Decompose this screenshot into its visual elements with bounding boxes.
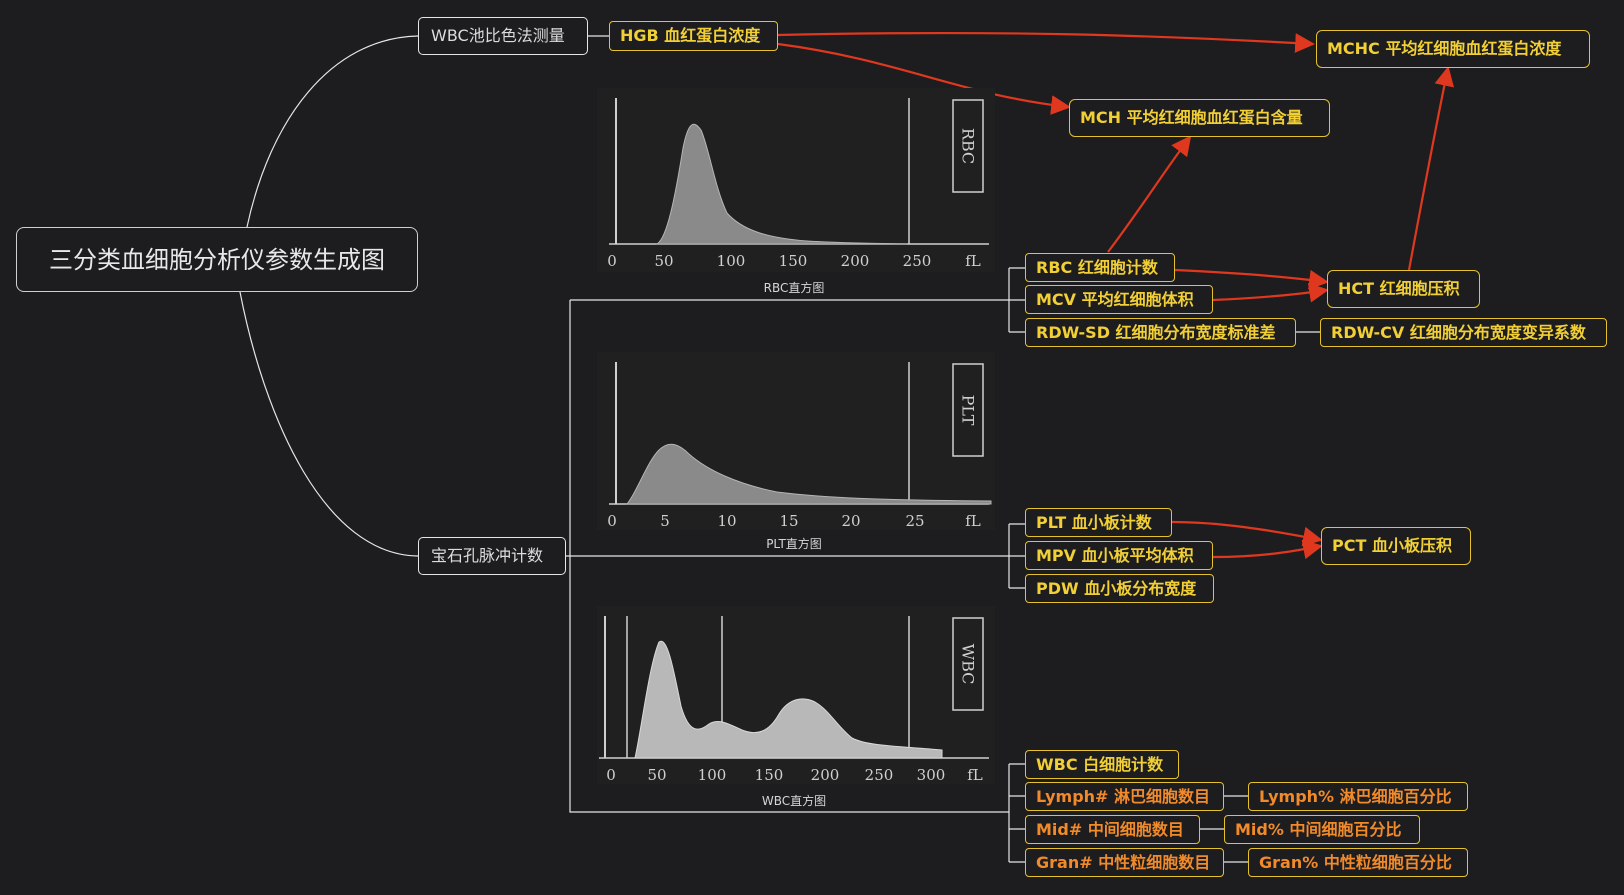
arrow-rbc-to-mch [1107,135,1192,253]
rbc-group-bracket [1008,267,1025,333]
rbc-tick-50: 50 [654,252,673,270]
param-mch[interactable]: MCH 平均红细胞血红蛋白含量 [1069,99,1330,137]
root-to-colorimetry-connector [246,35,419,228]
wbc-histogram: WBC 0 50 100 150 200 250 300 fL [597,606,995,784]
plt-histogram-curve [625,443,992,505]
arrow-hgb-to-mch [777,42,1071,115]
rbc-histogram-caption: RBC直方图 [763,281,825,295]
arrow-mcv-to-hct [1212,282,1329,303]
param-hgb[interactable]: HGB 血红蛋白浓度 [609,21,778,51]
plt-histogram-caption: PLT直方图 [766,537,822,551]
plt-tick-15: 15 [779,512,798,530]
method-impedance[interactable]: 宝石孔脉冲计数 [418,537,566,575]
rbc-tick-200: 200 [841,252,870,270]
arrow-rbc-to-hct [1174,268,1329,290]
root-title[interactable]: 三分类血细胞分析仪参数生成图 [16,227,418,292]
param-pct[interactable]: PCT 血小板压积 [1321,527,1471,565]
param-gran-count[interactable]: Gran# 中性粒细胞数目 [1025,848,1224,877]
rbc-tick-150: 150 [779,252,808,270]
rbc-histogram: RBC 0 50 100 150 200 250 fL [597,88,995,272]
arrow-mpv-to-pct [1212,539,1323,560]
plt-unit: fL [965,512,981,530]
param-pdw[interactable]: PDW 血小板分布宽度 [1025,574,1214,603]
param-mcv[interactable]: MCV 平均红细胞体积 [1025,285,1213,314]
arrow-plt-to-pct [1171,520,1323,547]
rbc-unit: fL [965,252,981,270]
plt-histogram-label: PLT [959,395,978,426]
rbc-tick-0: 0 [607,252,617,270]
rbc-tick-250: 250 [903,252,932,270]
wbc-histogram-curve [634,640,943,759]
wbc-tick-50: 50 [647,766,666,784]
param-mpv[interactable]: MPV 血小板平均体积 [1025,541,1213,570]
plt-histogram: PLT 0 5 10 15 20 25 fL [597,352,995,530]
param-rdwcv[interactable]: RDW-CV 红细胞分布宽度变异系数 [1320,318,1607,347]
plt-tick-20: 20 [841,512,860,530]
rbc-tick-100: 100 [717,252,746,270]
wbc-unit: fL [967,766,983,784]
wbc-tick-300: 300 [917,766,946,784]
wbc-tick-150: 150 [755,766,784,784]
plt-group-bracket [1008,523,1025,589]
param-mid-percent[interactable]: Mid% 中间细胞百分比 [1224,815,1420,844]
wbc-histogram-caption: WBC直方图 [761,794,827,808]
arrow-hgb-to-mchc [777,31,1315,53]
param-plt[interactable]: PLT 血小板计数 [1025,508,1172,537]
impedance-bracket [566,299,1009,813]
param-mchc[interactable]: MCHC 平均红细胞血红蛋白浓度 [1316,30,1590,68]
wbc-group-bracket [1008,763,1025,863]
plt-tick-0: 0 [607,512,617,530]
param-rbc[interactable]: RBC 红细胞计数 [1025,253,1175,282]
param-lymph-count[interactable]: Lymph# 淋巴细胞数目 [1025,782,1224,811]
wbc-histogram-label: WBC [959,644,978,685]
param-gran-percent[interactable]: Gran% 中性粒细胞百分比 [1248,848,1468,877]
root-to-impedance-connector [239,291,419,557]
rbc-histogram-curve [655,123,908,245]
method-colorimetry[interactable]: WBC池比色法测量 [418,17,588,55]
arrow-hct-to-mchc [1407,66,1455,271]
plt-tick-5: 5 [660,512,670,530]
param-rdwsd[interactable]: RDW-SD 红细胞分布宽度标准差 [1025,318,1296,347]
plt-tick-25: 25 [905,512,924,530]
param-wbc[interactable]: WBC 白细胞计数 [1025,750,1179,779]
wbc-tick-0: 0 [606,766,616,784]
param-mid-count[interactable]: Mid# 中间细胞数目 [1025,815,1200,844]
wbc-tick-100: 100 [698,766,727,784]
param-lymph-percent[interactable]: Lymph% 淋巴细胞百分比 [1248,782,1468,811]
plt-tick-10: 10 [717,512,736,530]
wbc-tick-200: 200 [811,766,840,784]
rbc-histogram-label: RBC [959,128,978,164]
param-hct[interactable]: HCT 红细胞压积 [1327,270,1480,308]
wbc-tick-250: 250 [865,766,894,784]
